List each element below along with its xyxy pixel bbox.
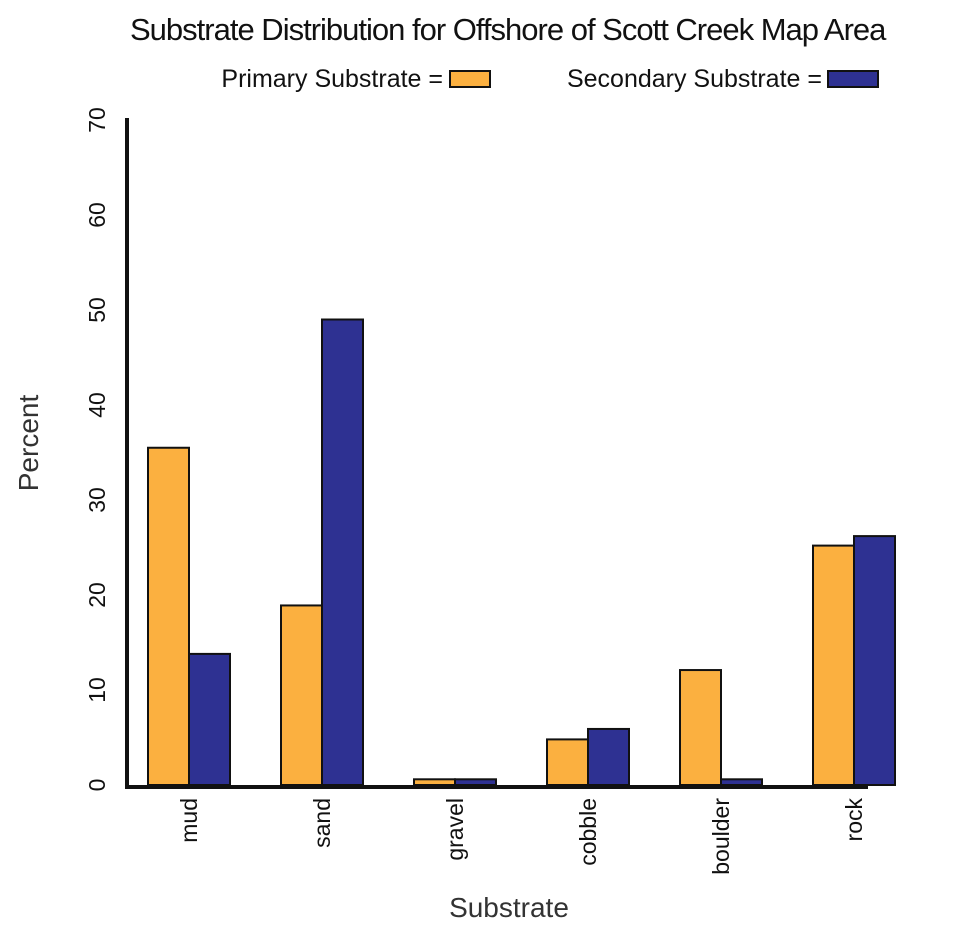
legend: Primary Substrate = Secondary Substrate … [221, 65, 879, 93]
x-tick-label-boulder: boulder [708, 798, 734, 875]
bar-primary-mud [147, 446, 190, 786]
x-tick-label-mud: mud [176, 798, 202, 843]
y-axis-label: Percent [13, 395, 44, 492]
legend-label-primary: Primary Substrate = [221, 65, 443, 93]
y-tick-label: 50 [84, 297, 110, 323]
chart-title: Substrate Distribution for Offshore of S… [130, 12, 887, 47]
y-tick-label: 40 [84, 392, 110, 418]
bar-secondary-boulder [720, 778, 763, 786]
x-tick-label-cobble: cobble [575, 798, 601, 866]
y-tick-label: 70 [84, 107, 110, 133]
y-tick-label: 30 [84, 487, 110, 513]
y-tick-label: 60 [84, 202, 110, 228]
x-axis-label: Substrate [449, 892, 569, 923]
bar-secondary-mud [188, 652, 231, 787]
bar-secondary-rock [853, 535, 896, 786]
y-tick-label: 0 [84, 779, 110, 792]
x-tick-label-rock: rock [841, 798, 867, 842]
bar-secondary-gravel [454, 778, 497, 786]
legend-swatch-secondary [827, 70, 879, 88]
bar-primary-boulder [679, 669, 722, 786]
bar-primary-sand [280, 604, 323, 787]
legend-label-secondary: Secondary Substrate = [567, 65, 822, 93]
bars-group [147, 318, 896, 787]
bar-secondary-cobble [587, 727, 630, 787]
y-tick-labels: 0 10 20 30 40 50 60 70 [84, 107, 110, 791]
y-tick-label: 10 [84, 677, 110, 703]
legend-swatch-primary [449, 70, 491, 88]
x-tick-labels: mud sand gravel cobble boulder rock [176, 798, 867, 875]
bar-secondary-sand [321, 318, 364, 786]
bar-primary-cobble [546, 738, 589, 787]
x-tick-label-sand: sand [309, 798, 335, 848]
bar-primary-gravel [413, 778, 456, 786]
bar-primary-rock [812, 544, 855, 786]
y-tick-label: 20 [84, 582, 110, 608]
x-tick-label-gravel: gravel [442, 798, 468, 861]
